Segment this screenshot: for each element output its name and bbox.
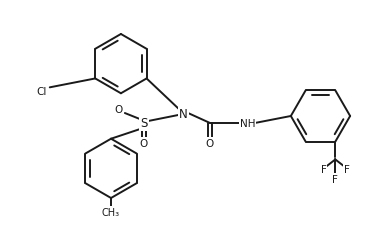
Text: Cl: Cl: [37, 87, 47, 97]
Text: F: F: [332, 174, 338, 184]
Text: S: S: [140, 117, 147, 130]
Text: O: O: [140, 138, 148, 148]
Text: O: O: [206, 138, 214, 148]
Text: F: F: [344, 165, 350, 175]
Text: O: O: [115, 105, 123, 115]
Text: CH₃: CH₃: [102, 207, 120, 217]
Text: N: N: [179, 107, 187, 120]
Text: F: F: [321, 165, 327, 175]
Text: NH: NH: [240, 119, 255, 128]
